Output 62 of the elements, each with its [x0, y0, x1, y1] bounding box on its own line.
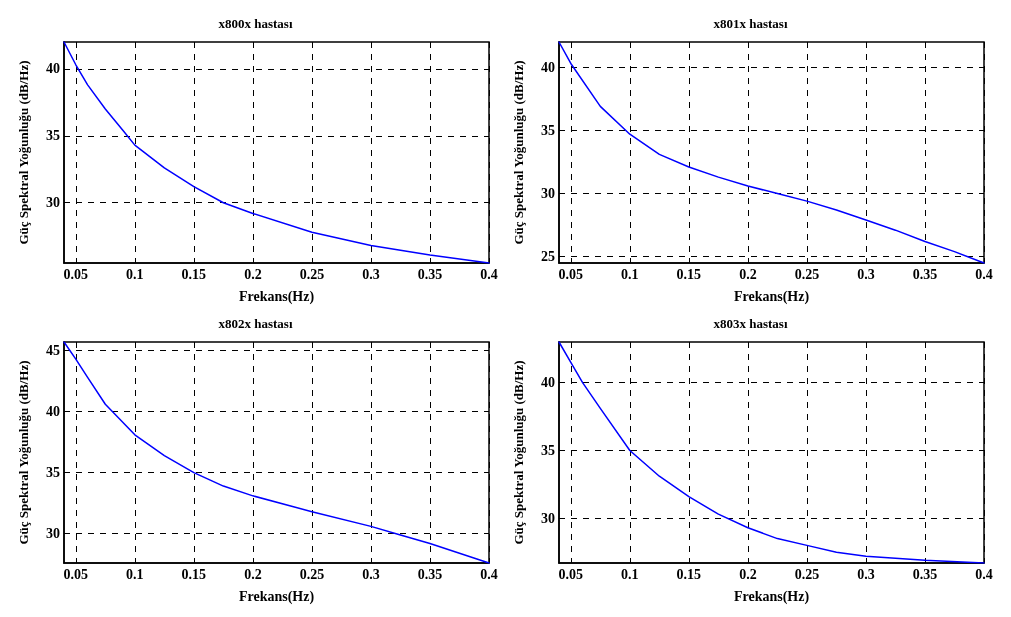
x-tick-label: 0.4: [975, 266, 993, 282]
y-tick-label: 40: [541, 375, 555, 391]
x-axis-title: Frekans(Hz): [238, 288, 315, 305]
x-tick-label: 0.05: [558, 266, 584, 282]
y-tick-label: 35: [541, 122, 555, 138]
x-tick-label: 0.05: [63, 566, 89, 582]
line-series: [63, 341, 490, 564]
chart-title: x801x hastası: [713, 16, 788, 31]
x-tick-label: 0.2: [739, 266, 757, 282]
x-tick-label: 0.3: [857, 266, 875, 282]
chart-title: x803x hastası: [713, 316, 788, 331]
x-tick-label: 0.05: [558, 566, 584, 582]
x-tick-label: 0.3: [362, 266, 380, 282]
chart-title: x800x hastası: [218, 16, 293, 31]
y-axis-title: Güç Spektral Yoğunluğu (dB/Hz): [16, 60, 31, 245]
line-series: [63, 41, 490, 264]
x-tick-label: 0.2: [244, 566, 262, 582]
x-tick-label: 0.05: [63, 266, 89, 282]
x-tick-label: 0.35: [912, 566, 938, 582]
x-tick-label: 0.2: [739, 566, 757, 582]
x-tick-label: 0.2: [244, 266, 262, 282]
x-axis-title: Frekans(Hz): [733, 288, 810, 305]
chart-title: x802x hastası: [218, 316, 293, 331]
x-tick-label: 0.35: [417, 266, 443, 282]
x-tick-label: 0.25: [299, 566, 325, 582]
line-series: [558, 341, 985, 564]
x-tick-label: 0.1: [621, 566, 639, 582]
x-tick-label: 0.35: [912, 266, 938, 282]
y-tick-label: 35: [46, 465, 60, 481]
y-axis-title: Güç Spektral Yoğunluğu (dB/Hz): [511, 60, 526, 245]
x-tick-label: 0.25: [794, 266, 820, 282]
x-tick-label: 0.4: [480, 266, 498, 282]
y-tick-label: 45: [46, 343, 60, 359]
x-tick-label: 0.15: [181, 266, 207, 282]
y-axis-title: Güç Spektral Yoğunluğu (dB/Hz): [16, 360, 31, 545]
x-tick-label: 0.35: [417, 566, 443, 582]
x-tick-label: 0.3: [857, 566, 875, 582]
x-tick-label: 0.15: [676, 566, 702, 582]
x-tick-label: 0.1: [126, 266, 144, 282]
y-tick-label: 35: [541, 442, 555, 458]
y-tick-label: 30: [46, 526, 60, 542]
x-axis-title: Frekans(Hz): [238, 588, 315, 605]
y-tick-label: 30: [46, 195, 60, 211]
x-tick-label: 0.25: [794, 566, 820, 582]
y-tick-label: 30: [541, 510, 555, 526]
y-tick-label: 25: [541, 249, 555, 265]
x-tick-label: 0.25: [299, 266, 325, 282]
x-tick-label: 0.1: [126, 566, 144, 582]
x-tick-label: 0.15: [181, 566, 207, 582]
y-tick-label: 40: [46, 61, 60, 77]
y-tick-label: 30: [541, 186, 555, 202]
y-axis-title: Güç Spektral Yoğunluğu (dB/Hz): [511, 360, 526, 545]
x-tick-label: 0.4: [480, 566, 498, 582]
y-tick-label: 35: [46, 128, 60, 144]
y-tick-label: 40: [46, 404, 60, 420]
x-tick-label: 0.15: [676, 266, 702, 282]
x-axis-title: Frekans(Hz): [733, 588, 810, 605]
line-series: [558, 41, 985, 264]
y-tick-label: 40: [541, 59, 555, 75]
x-tick-label: 0.1: [621, 266, 639, 282]
x-tick-label: 0.4: [975, 566, 993, 582]
x-tick-label: 0.3: [362, 566, 380, 582]
